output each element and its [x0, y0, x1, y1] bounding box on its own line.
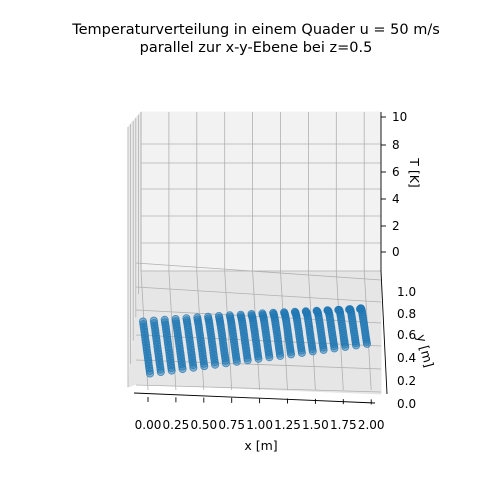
- data-point: [352, 341, 361, 350]
- z-tick-label: 6: [392, 165, 400, 179]
- tick-labels: 0.00 0.25 0.50 0.75 1.00 1.25 1.50 1.75 2.000.00…: [135, 110, 416, 432]
- data-point: [189, 363, 198, 372]
- data-point: [145, 369, 154, 378]
- data-point: [221, 359, 230, 368]
- x-tick-label: 0.25: [163, 418, 190, 432]
- data-point: [211, 360, 220, 369]
- data-point: [232, 357, 241, 366]
- z-tick-label: 10: [392, 110, 407, 124]
- z-tick-label: 0: [392, 245, 400, 259]
- x-tick-label: 2.00: [358, 418, 385, 432]
- data-point: [308, 347, 317, 356]
- data-point: [297, 348, 306, 357]
- x-tick-label: 1.00: [246, 418, 273, 432]
- chart-title: Temperaturverteilung in einem Quader u =…: [71, 22, 440, 56]
- back-pane-xz: [140, 111, 382, 272]
- data-point: [200, 362, 209, 371]
- data-point: [178, 365, 187, 374]
- data-point: [341, 342, 350, 351]
- x-axis-label: x [m]: [244, 438, 277, 453]
- axes: [133, 112, 388, 405]
- x-tick-label: 1.50: [302, 418, 329, 432]
- y-tick-label: 0.4: [397, 351, 416, 365]
- y-tick-label: 0.6: [397, 328, 416, 342]
- data-point: [287, 350, 296, 359]
- x-tick-label: 1.25: [274, 418, 301, 432]
- data-point: [319, 345, 328, 354]
- data-point: [265, 353, 274, 362]
- data-points: [138, 304, 371, 378]
- data-point: [276, 351, 285, 360]
- x-tick-label: 0.50: [190, 418, 217, 432]
- x-tick-label: 1.75: [330, 418, 357, 432]
- x-tick-label: 0.75: [218, 418, 245, 432]
- y-tick-label: 0.2: [397, 374, 416, 388]
- data-point: [330, 344, 339, 353]
- z-axis-label: T [K]: [407, 157, 422, 188]
- data-point: [254, 354, 263, 363]
- data-point: [362, 339, 371, 348]
- data-point: [167, 366, 176, 375]
- z-tick-label: 2: [392, 219, 400, 233]
- y-tick-label: 0.8: [397, 307, 416, 321]
- data-point: [156, 367, 165, 376]
- z-tick-label: 8: [392, 138, 400, 152]
- y-tick-label: 1.0: [397, 285, 416, 299]
- data-point: [243, 356, 252, 365]
- x-tick-label: 0.00: [135, 418, 162, 432]
- y-tick-label: 0.0: [397, 397, 416, 411]
- z-tick-label: 4: [392, 192, 400, 206]
